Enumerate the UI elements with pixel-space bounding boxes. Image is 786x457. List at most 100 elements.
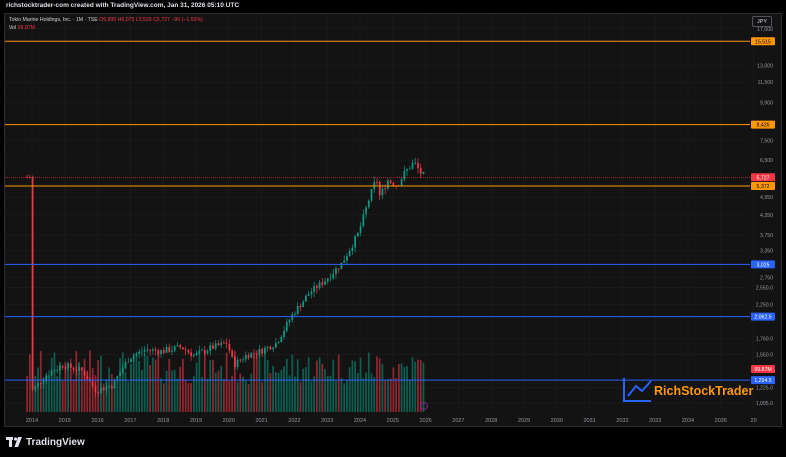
candle-body xyxy=(132,356,135,360)
price-tick-label: 1,560.0 xyxy=(756,353,773,359)
legend-change: −90 (−1.55%) xyxy=(171,17,203,23)
candle-body xyxy=(244,354,247,360)
candle-body xyxy=(376,181,378,183)
tradingview-mark-icon xyxy=(6,437,22,447)
candle-body xyxy=(400,179,403,187)
candle-body xyxy=(356,232,359,237)
candle-body xyxy=(28,177,31,179)
volume-bar xyxy=(220,366,223,412)
candle-body xyxy=(171,350,173,352)
candle-body xyxy=(335,268,337,274)
candle-body xyxy=(381,188,384,196)
candle-body xyxy=(231,350,234,357)
candle-body xyxy=(269,346,272,350)
level-tag xyxy=(751,182,775,191)
symbol-name: Tokio Marine Holdings, Inc. · 1M · TSE xyxy=(9,17,98,23)
level-tag-label: 1,294.5 xyxy=(754,378,771,384)
candle-body xyxy=(225,343,228,345)
candle-body xyxy=(346,256,348,261)
watermark-text: RichStockTrader xyxy=(654,384,753,398)
time-tick-label: 2032 xyxy=(616,418,628,424)
volume-bar xyxy=(39,351,42,412)
candle-body xyxy=(365,207,367,215)
time-tick-label: 2031 xyxy=(583,418,595,424)
candle-body xyxy=(373,181,376,189)
currency-button[interactable]: JPY xyxy=(752,16,772,27)
candle-body xyxy=(332,273,335,279)
volume-bar xyxy=(264,351,266,412)
candle-body xyxy=(201,349,203,351)
volume-bar xyxy=(203,351,206,412)
volume-bar xyxy=(132,353,135,412)
volume-bar xyxy=(182,358,184,412)
volume-bar xyxy=(173,369,176,412)
volume-label: Vol xyxy=(9,25,17,31)
volume-bar xyxy=(228,381,231,412)
candle-body xyxy=(302,301,305,308)
grid-layer xyxy=(5,14,754,412)
candle-body xyxy=(280,337,283,343)
last-price-label: 5,727 xyxy=(757,175,770,181)
volume-bar xyxy=(239,373,242,412)
volume-bar xyxy=(326,375,329,412)
volume-bar xyxy=(351,360,354,412)
volume-bar xyxy=(408,379,411,412)
volume-bar xyxy=(64,362,67,412)
time-tick-label: 2018 xyxy=(157,418,169,424)
candle-body xyxy=(113,379,116,389)
volume-bar xyxy=(247,383,250,412)
level-tag-label: 3,025 xyxy=(757,262,770,268)
volume-bar xyxy=(411,357,414,412)
time-tick-label: 2035 xyxy=(715,418,727,424)
tradingview-logo[interactable]: TradingView xyxy=(6,435,85,449)
volume-bar xyxy=(127,381,130,412)
candle-body xyxy=(173,346,176,351)
volume-bar xyxy=(83,358,86,412)
price-tick-label: 1,225.0 xyxy=(756,386,773,392)
volume-bar xyxy=(162,383,165,412)
volume-legend: Vol 99.87M xyxy=(9,25,35,31)
time-tick-label: 2029 xyxy=(518,418,530,424)
candle-body xyxy=(168,347,171,352)
volume-bar xyxy=(141,369,143,412)
volume-bar xyxy=(75,351,78,412)
volume-bar xyxy=(217,370,220,412)
volume-bar xyxy=(274,372,277,412)
candle-body xyxy=(157,350,160,355)
candle-body xyxy=(69,363,72,368)
volume-bar xyxy=(37,367,39,412)
candle-body xyxy=(209,345,212,351)
candle-body xyxy=(61,365,64,368)
candle-body xyxy=(285,322,288,331)
candle-body xyxy=(408,168,411,170)
volume-bar xyxy=(225,352,228,412)
volume-bar xyxy=(269,372,272,412)
price-tick-label: 2,750 xyxy=(760,275,773,281)
volume-bar xyxy=(329,375,332,412)
candle-body xyxy=(198,350,201,353)
volume-bar xyxy=(318,357,321,412)
level-tag-label: 5,372 xyxy=(757,184,770,190)
candle-body xyxy=(94,386,97,393)
candle-body xyxy=(141,351,143,353)
volume-bar xyxy=(288,375,291,412)
volume-bar xyxy=(315,360,318,412)
candle-body xyxy=(255,353,258,355)
time-tick-label: 2017 xyxy=(124,418,136,424)
candle-body xyxy=(321,282,324,285)
volume-bar xyxy=(198,351,201,412)
volume-bar xyxy=(261,381,264,412)
candle-body xyxy=(143,349,146,352)
volume-bar xyxy=(373,376,376,412)
price-tick-label: 3,750 xyxy=(760,233,773,239)
bottom-bar xyxy=(0,427,786,457)
volume-tag-label: 99.87M xyxy=(754,367,771,373)
candle-body xyxy=(406,169,408,171)
candle-body xyxy=(417,162,419,169)
time-tick-label: 2025 xyxy=(387,418,399,424)
volume-bar xyxy=(285,358,288,412)
candle-body xyxy=(116,376,119,380)
volume-tag xyxy=(751,365,775,373)
volume-bar xyxy=(346,380,348,412)
